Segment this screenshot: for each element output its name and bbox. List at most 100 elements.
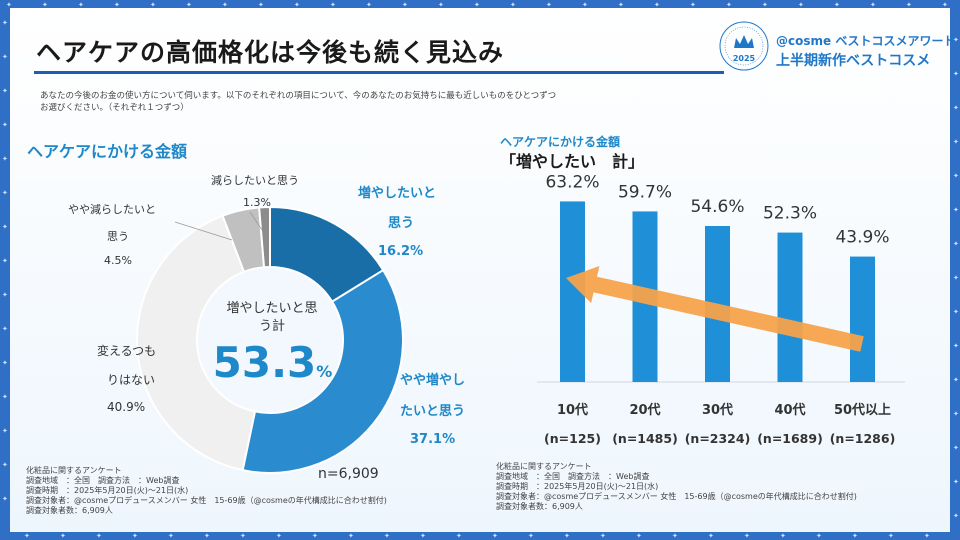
sparkle-icon: ✦ (906, 1, 912, 9)
sparkle-icon: ✦ (953, 36, 959, 44)
sparkle-icon: ✦ (240, 532, 246, 540)
sparkle-icon: ✦ (953, 410, 959, 418)
donut-slice (241, 268, 404, 474)
right-heading-line1: ヘアケアにかける金額 (500, 135, 621, 149)
sample-size-label: (n=1689) (757, 431, 823, 446)
sample-size-label: (n=2324) (685, 431, 751, 446)
right-footnote-line: 調査対象者：@cosmeプロデュースメンバー 女性 15-69歳（@cosmeの… (496, 492, 857, 501)
sparkle-icon: ✦ (330, 1, 336, 9)
donut-slice (136, 214, 257, 472)
bar-value-label: 52.3% (763, 204, 817, 224)
label-increase-line2: 思う (388, 216, 415, 231)
sparkle-icon: ✦ (953, 206, 959, 214)
sparkle-icon: ✦ (780, 532, 786, 540)
sparkle-icon: ✦ (816, 532, 822, 540)
sparkle-icon: ✦ (402, 1, 408, 9)
sparkle-icon: ✦ (2, 121, 8, 129)
label-somewhat-decrease-line1: やや減らしたいと (68, 203, 156, 216)
sparkle-icon: ✦ (510, 1, 516, 9)
sparkle-icon: ✦ (953, 138, 959, 146)
donut-hole (198, 268, 342, 412)
sparkle-icon: ✦ (186, 1, 192, 9)
sparkle-icon: ✦ (953, 478, 959, 486)
donut-slice (258, 205, 271, 269)
survey-question: あなたの今後のお金の使い方について伺います。以下のそれぞれの項目について、今のあ… (40, 91, 557, 113)
sparkle-icon: ✦ (852, 532, 858, 540)
sparkle-icon: ✦ (953, 70, 959, 78)
label-no-change-line2: りはない (107, 373, 156, 387)
bar-value-label: 63.2% (545, 172, 599, 192)
sparkle-icon: ✦ (438, 1, 444, 9)
page-title: ヘアケアの高価格化は今後も続く見込み (36, 38, 505, 67)
sparkle-icon: ✦ (168, 532, 174, 540)
x-tick-label: 20代 (629, 402, 660, 418)
sparkle-icon: ✦ (276, 532, 282, 540)
sample-size-label: (n=125) (544, 431, 601, 446)
sparkle-icon: ✦ (2, 427, 8, 435)
award-sub-line: 上半期新作ベストコスメ (776, 53, 931, 69)
sparkle-icon: ✦ (2, 189, 8, 197)
sparkle-icon: ✦ (60, 532, 66, 540)
sparkle-icon: ✦ (618, 1, 624, 9)
sparkle-icon: ✦ (312, 532, 318, 540)
sparkle-icon: ✦ (953, 444, 959, 452)
sparkle-icon: ✦ (132, 532, 138, 540)
bar (850, 256, 875, 382)
label-somewhat-increase-line2: たいと思う (400, 404, 466, 419)
x-tick-label: 40代 (774, 402, 805, 418)
right-footnote-line: 調査地域 ：全国 調査方法 ：Web調査 (496, 472, 650, 481)
sparkle-icon: ✦ (953, 240, 959, 248)
left-footnote-line: 調査対象者：@cosmeプロデュースメンバー 女性 15-69歳（@cosmeの… (26, 496, 387, 505)
sparkle-icon: ✦ (870, 1, 876, 9)
sparkle-icon: ✦ (348, 532, 354, 540)
sparkle-icon: ✦ (636, 532, 642, 540)
sparkle-icon: ✦ (78, 1, 84, 9)
sparkle-icon: ✦ (564, 532, 570, 540)
leader-line (249, 211, 263, 231)
sparkle-icon: ✦ (384, 532, 390, 540)
sparkle-icon: ✦ (744, 532, 750, 540)
award-badge-icon: 2025 (719, 21, 769, 71)
sparkle-icon: ✦ (2, 223, 8, 231)
sparkle-icon: ✦ (953, 308, 959, 316)
sparkle-icon: ✦ (708, 532, 714, 540)
sparkle-icon: ✦ (2, 53, 8, 61)
sparkle-icon: ✦ (366, 1, 372, 9)
sparkle-icon: ✦ (2, 359, 8, 367)
sparkle-icon: ✦ (2, 257, 8, 265)
sparkle-icon: ✦ (24, 532, 30, 540)
x-tick-label: 50代以上 (834, 402, 891, 418)
sparkle-icon: ✦ (2, 291, 8, 299)
bar-value-label: 54.6% (690, 197, 744, 217)
sparkle-icon: ✦ (953, 274, 959, 282)
sparkle-icon: ✦ (2, 461, 8, 469)
left-footnote-line: 調査時期 ：2025年5月20日(火)～21日(水) (26, 486, 189, 495)
sparkle-icon: ✦ (294, 1, 300, 9)
sparkle-icon: ✦ (258, 1, 264, 9)
left-footnote-line: 化粧品に関するアンケート (26, 466, 122, 475)
sparkle-icon: ✦ (953, 104, 959, 112)
sparkle-icon: ✦ (834, 1, 840, 9)
sparkle-icon: ✦ (942, 1, 948, 9)
sparkle-icon: ✦ (2, 19, 8, 27)
title-underline (34, 71, 724, 74)
sparkle-icon: ✦ (2, 87, 8, 95)
sparkle-icon: ✦ (762, 1, 768, 9)
sparkle-icon: ✦ (6, 1, 12, 9)
sparkle-icon: ✦ (600, 532, 606, 540)
label-increase-line1: 増やしたいと (358, 186, 437, 201)
left-heading: ヘアケアにかける金額 (27, 142, 188, 161)
sparkle-icon: ✦ (222, 1, 228, 9)
bar-value-label: 59.7% (618, 182, 672, 202)
bar-value-label: 43.9% (835, 228, 889, 248)
label-decrease-pct: 1.3% (243, 196, 271, 209)
sparkle-icon: ✦ (2, 393, 8, 401)
award-brand-line: @cosme ベストコスメアワード (776, 34, 956, 48)
label-somewhat-increase-line1: やや増やし (400, 373, 466, 388)
sparkle-icon: ✦ (474, 1, 480, 9)
sparkle-icon: ✦ (582, 1, 588, 9)
sparkle-icon: ✦ (953, 172, 959, 180)
sparkle-icon: ✦ (2, 495, 8, 503)
